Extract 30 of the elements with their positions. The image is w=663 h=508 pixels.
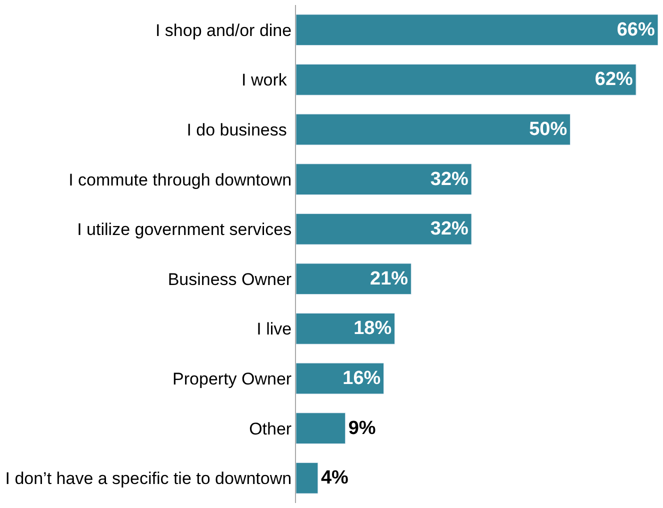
- bar: [296, 64, 636, 96]
- y-tick-label: I utilize government services: [77, 220, 292, 240]
- bar: [296, 263, 412, 295]
- bar: [296, 412, 346, 444]
- data-label: 66%: [616, 19, 655, 40]
- bar: [296, 313, 395, 344]
- y-tick-label: I don’t have a specific tie to downtown: [5, 469, 292, 488]
- bar: [296, 213, 472, 245]
- data-label: 4%: [320, 468, 349, 489]
- bar: [296, 462, 318, 494]
- y-tick-label: I commute through downtown: [68, 170, 292, 190]
- bar: [296, 114, 570, 146]
- data-label: 32%: [430, 218, 469, 240]
- y-tick-label: Business Owner: [168, 270, 292, 289]
- bar: [296, 362, 384, 394]
- y-tick-label: I work: [242, 70, 292, 90]
- y-tick-label: I live: [256, 320, 292, 339]
- bar: [296, 164, 472, 195]
- y-tick-label: Other: [249, 419, 292, 438]
- y-tick-label: Property Owner: [172, 369, 292, 388]
- data-label: 16%: [342, 368, 381, 389]
- y-tick-label: I shop and/or dine: [155, 20, 292, 40]
- data-label: 18%: [354, 318, 392, 340]
- data-label: 32%: [430, 168, 469, 190]
- data-label: 21%: [370, 268, 408, 290]
- y-tick-label: I do business: [186, 120, 292, 140]
- bar: [296, 14, 658, 46]
- data-label: 50%: [529, 119, 568, 140]
- data-label: 9%: [348, 418, 376, 439]
- data-label: 62%: [594, 69, 634, 90]
